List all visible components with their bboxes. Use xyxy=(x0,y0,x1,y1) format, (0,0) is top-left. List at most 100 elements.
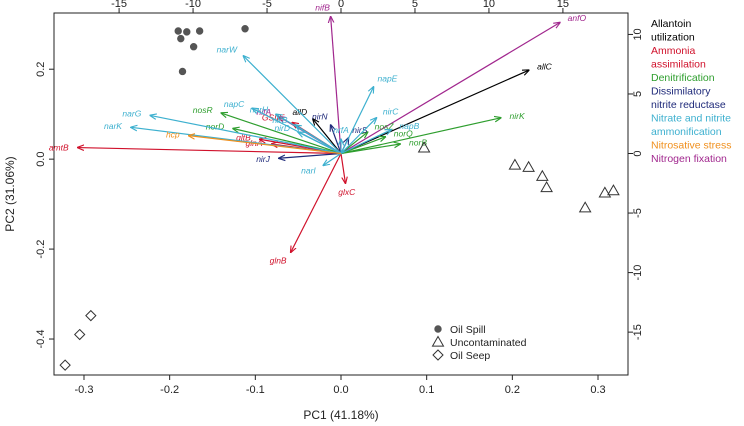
legend-marker-oil-spill xyxy=(434,325,442,333)
loading-label-nape: napE xyxy=(377,74,397,84)
sample-point-uncontaminated xyxy=(522,160,535,172)
right-tick-label: -5 xyxy=(632,208,644,218)
sample-point-uncontaminated xyxy=(578,201,592,213)
loading-label-glnb: glnB xyxy=(270,255,287,265)
top-tick-label: -15 xyxy=(111,0,127,10)
top-tick-label: -5 xyxy=(262,0,272,10)
loading-label-hcp: hcp xyxy=(166,130,180,140)
loading-label-norb: norB xyxy=(409,138,427,148)
loading-label-narh: narH xyxy=(250,105,269,115)
sample-point-oil-spill xyxy=(178,67,187,76)
loading-label-nirb: nirB xyxy=(272,115,287,125)
loading-arrow-nirj xyxy=(279,152,342,159)
loading-label-nrfa: nrfA xyxy=(333,125,349,135)
loading-arrow-hcp xyxy=(189,136,342,155)
legend-marker-uncontaminated xyxy=(431,335,445,347)
gene-legend-dissimilatory-nitrite-reductase: Dissimilatory nitrite reductase xyxy=(651,86,726,112)
loading-label-nirn: nirN xyxy=(312,111,328,121)
loading-arrow-nirn xyxy=(331,125,342,154)
loading-arrow-norq xyxy=(340,137,385,155)
x-tick-label: 0.0 xyxy=(333,384,348,396)
loading-label-nari: narI xyxy=(301,165,316,175)
legend-label-oil-spill: Oil Spill xyxy=(450,324,486,336)
sample-point-oil-seep xyxy=(73,328,86,341)
loading-label-amtb: amtB xyxy=(49,142,69,152)
x-tick-label: 0.3 xyxy=(590,384,605,396)
legend-marker-oil-seep xyxy=(432,349,444,361)
sample-point-uncontaminated xyxy=(508,158,522,170)
loading-arrow-nosr xyxy=(221,113,342,155)
loading-label-nord: norD xyxy=(206,121,224,131)
y-axis-title: PC2 (31.06%) xyxy=(3,156,17,231)
loading-arrow-glnb xyxy=(291,153,342,253)
sample-point-uncontaminated xyxy=(417,141,431,153)
x-tick-label: 0.2 xyxy=(505,384,520,396)
gene-legend-ammonia-assimilation: Ammonia assimilation xyxy=(651,45,706,71)
loading-label-nird: nirD xyxy=(274,123,290,133)
sample-point-oil-spill xyxy=(241,25,249,33)
legend-label-uncontaminated: Uncontaminated xyxy=(450,337,527,349)
top-tick-label: 15 xyxy=(557,0,569,10)
top-tick-label: 10 xyxy=(483,0,495,10)
top-tick-label: 0 xyxy=(338,0,344,10)
x-tick-label: 0.1 xyxy=(419,384,434,396)
right-tick-label: -15 xyxy=(632,324,644,340)
loading-arrow-nape xyxy=(340,87,374,154)
y-tick-label: -0.2 xyxy=(35,240,47,259)
x-axis-title: PC1 (41.18%) xyxy=(303,408,378,422)
sample-point-oil-spill xyxy=(174,27,182,35)
x-tick-label: -0.2 xyxy=(160,384,179,396)
y-tick-label: 0.2 xyxy=(35,62,47,77)
loading-label-nirj: nirJ xyxy=(256,154,270,164)
top-tick-label: 5 xyxy=(412,0,418,10)
loading-label-anfo: anfO xyxy=(568,13,587,23)
sample-point-uncontaminated xyxy=(540,180,553,193)
loading-arrow-nari xyxy=(323,153,342,166)
loading-label-narw: narW xyxy=(217,45,238,55)
sample-point-oil-spill xyxy=(177,34,185,43)
loading-label-nosz: nosZ xyxy=(375,121,395,131)
loading-arrow-narg xyxy=(150,115,342,155)
sample-point-oil-seep xyxy=(59,359,71,371)
loading-arrow-nirb xyxy=(295,125,342,155)
right-tick-label: 10 xyxy=(632,28,644,40)
loading-label-nirk: nirK xyxy=(510,111,525,121)
gene-legend-allantoin-utilization: Allantoin utilization xyxy=(651,18,695,44)
gene-legend-nitrogen-fixation: Nitrogen fixation xyxy=(651,153,727,165)
top-tick-label: -10 xyxy=(185,0,201,10)
loading-arrow-nirc xyxy=(340,118,377,154)
loading-arrow-anfo xyxy=(340,23,560,155)
sample-point-uncontaminated xyxy=(598,186,612,198)
sample-point-oil-seep xyxy=(85,309,97,322)
loading-label-nirs: nirS xyxy=(352,125,367,135)
right-tick-label: 5 xyxy=(632,91,644,97)
loading-label-nifa: nifA xyxy=(256,107,271,117)
gene-legend-nitrosative-stress: Nitrosative stress xyxy=(651,140,732,152)
loading-label-gltb: gltB xyxy=(236,133,251,143)
loading-arrow-nifb xyxy=(331,17,342,154)
gene-legend-nitrate-and-nitrite-ammonification: Nitrate and nitrite ammonification xyxy=(651,113,731,139)
loading-label-allc: allC xyxy=(537,62,553,72)
loading-label-nirc: nirC xyxy=(383,106,399,116)
loading-label-napc: napC xyxy=(224,99,245,109)
loading-label-nifb: nifB xyxy=(315,3,330,13)
loading-label-norq: norQ xyxy=(394,129,413,139)
sample-point-uncontaminated xyxy=(607,184,620,196)
loading-arrow-allc xyxy=(340,70,529,155)
loading-label-gsiie: GSIIE xyxy=(262,113,285,123)
right-tick-label: -10 xyxy=(632,265,644,281)
loading-arrow-glxc xyxy=(340,153,345,184)
loading-label-napb: napB xyxy=(399,121,419,131)
loading-arrow-napb xyxy=(340,130,391,155)
x-tick-label: -0.3 xyxy=(75,384,94,396)
gene-legend-denitrification: Denitrification xyxy=(651,72,715,84)
loading-label-glxc: glxC xyxy=(338,187,356,197)
loading-arrows: nifBanfOnifAGSIIEglnAgltBamtBglnBglxCall… xyxy=(49,3,587,266)
sample-point-uncontaminated xyxy=(535,169,549,181)
loading-arrow-amtb xyxy=(78,148,342,155)
loading-arrow-nird xyxy=(298,132,342,155)
loading-arrow-nosz xyxy=(340,132,368,154)
